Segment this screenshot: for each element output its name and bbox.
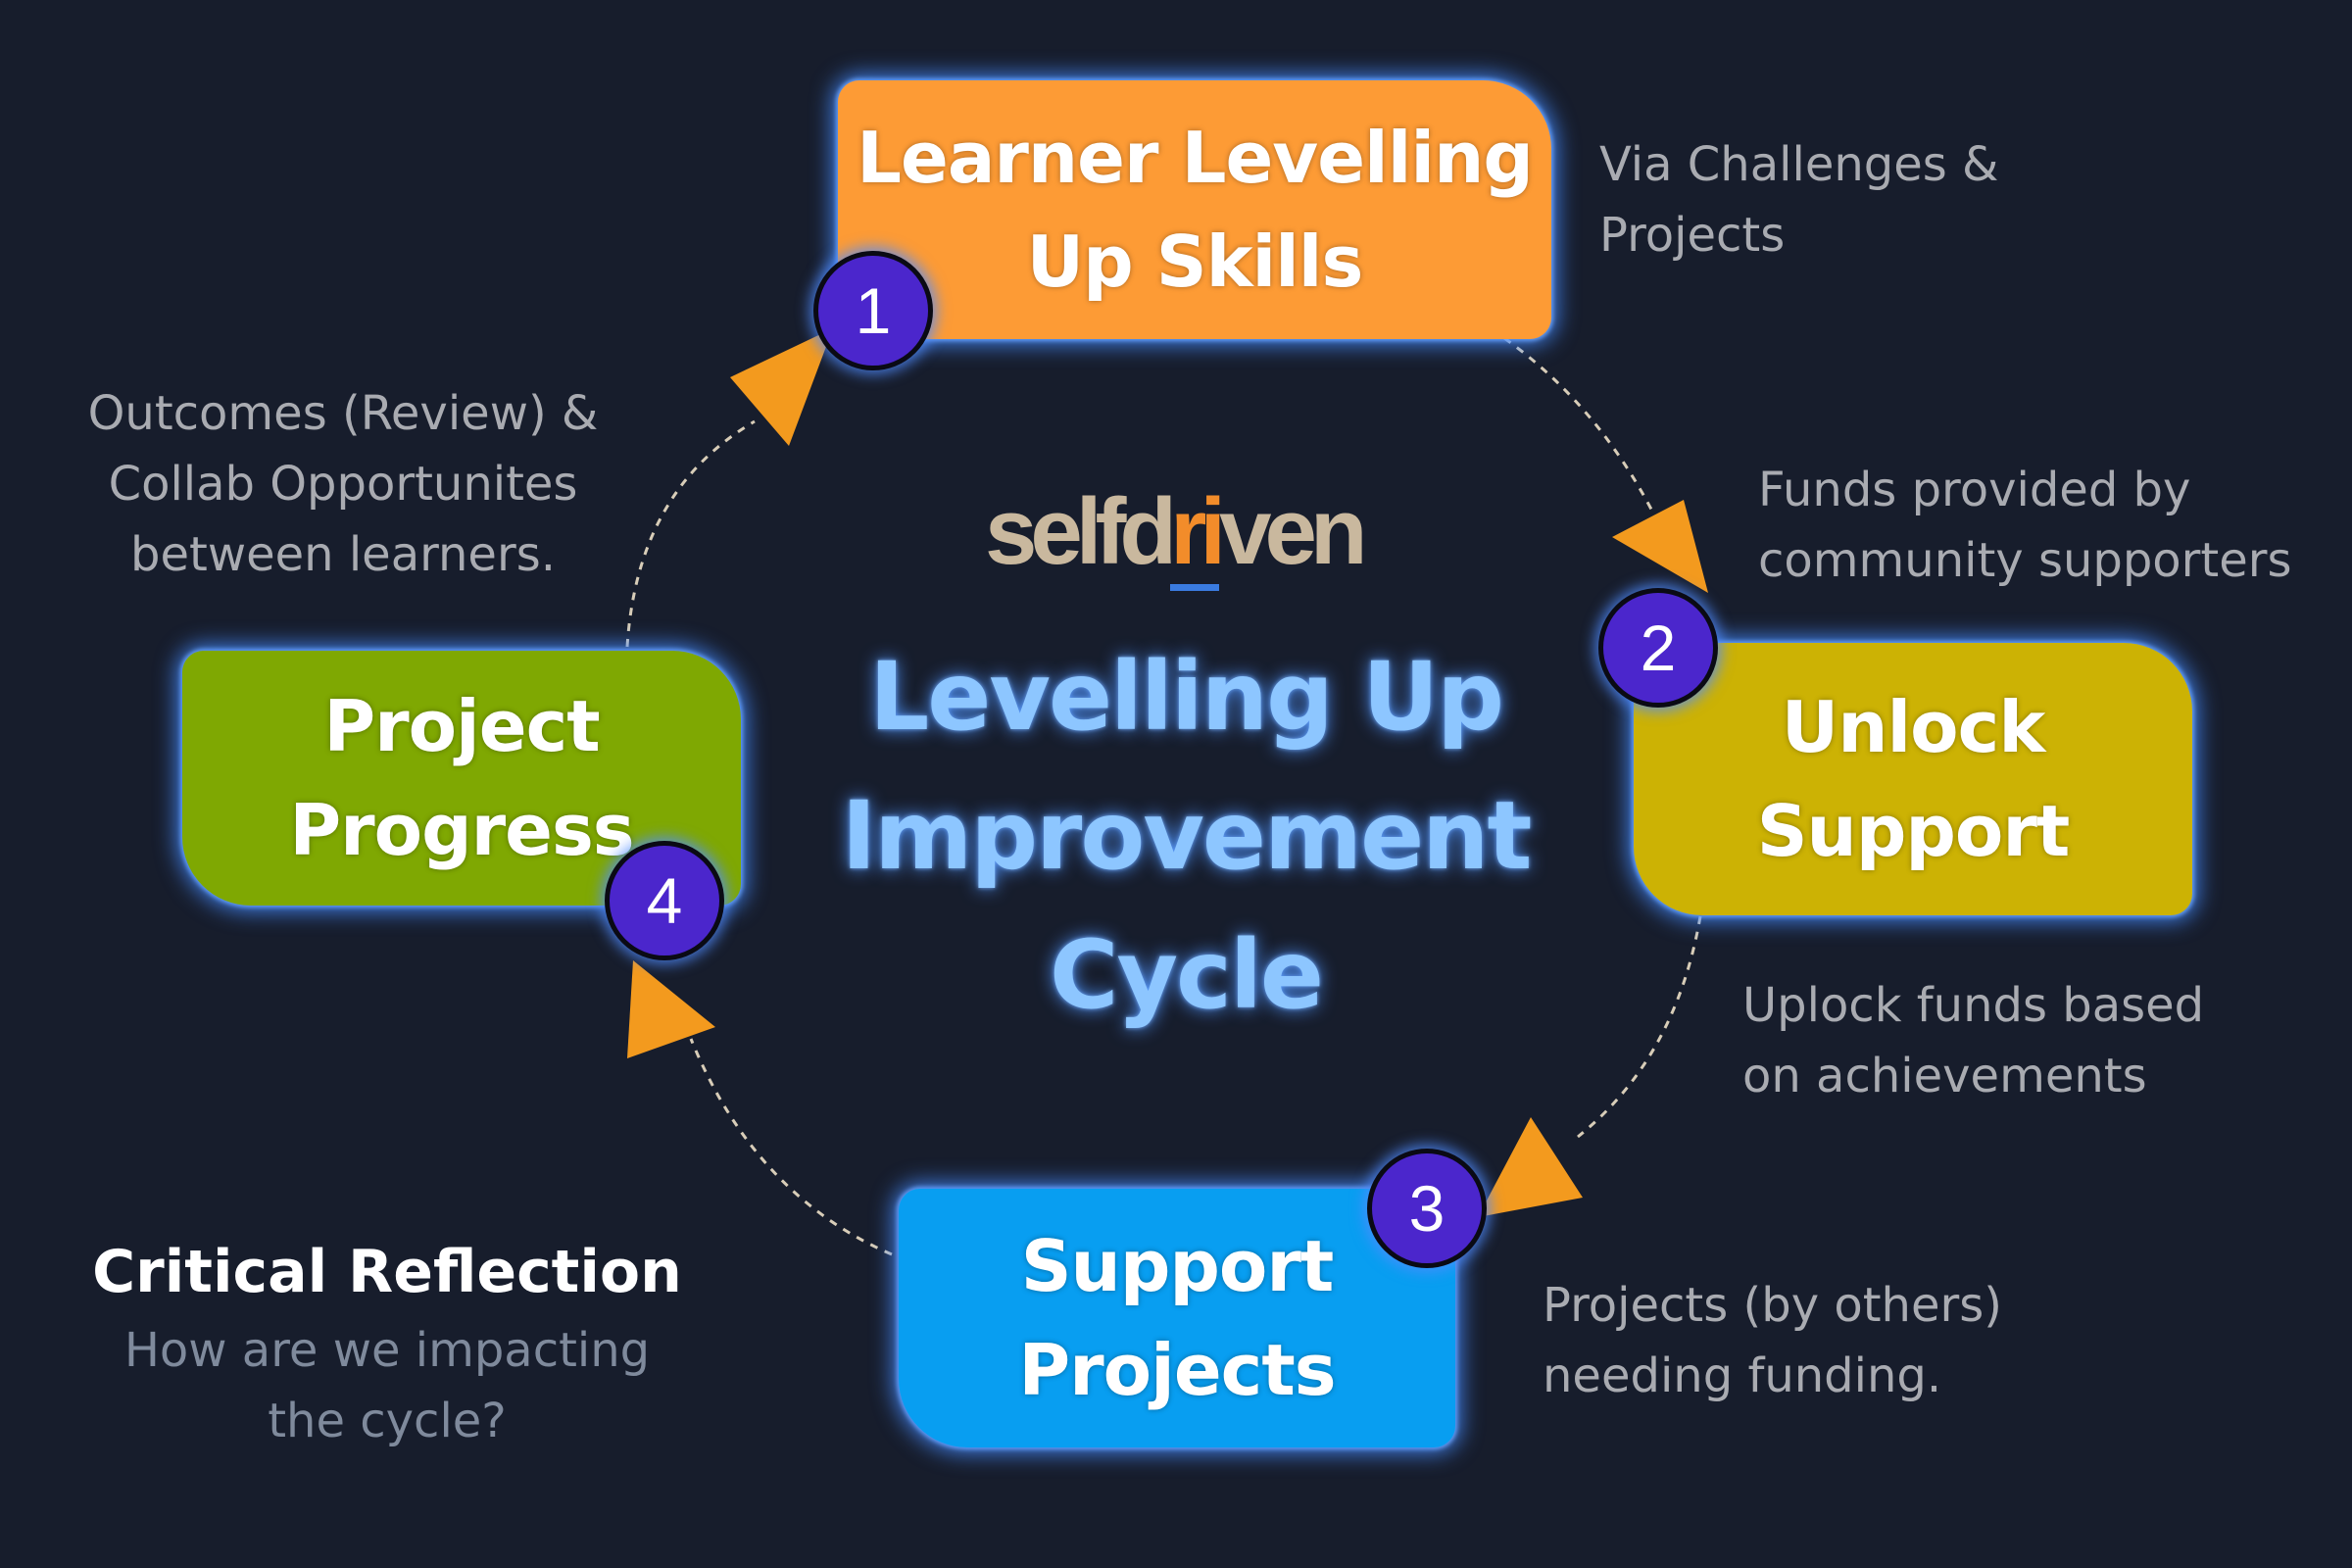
connector-1-2	[1503, 336, 1668, 540]
diagram-title: Levelling Up Improvement Cycle	[841, 642, 1533, 1030]
stage-unlock-support: Unlock Support	[1634, 643, 2192, 915]
stage-4-note: Outcomes (Review) & Collab Opportunites …	[87, 386, 599, 582]
connector-2-3	[1577, 915, 1702, 1139]
arrow-to-stage-1	[730, 328, 833, 446]
stage-2-note: Funds provided by community supporters	[1758, 463, 2292, 588]
stage-4-label: Project Progress	[289, 685, 634, 871]
stage-2-after-note: Uplock funds based on achievements	[1742, 978, 2205, 1103]
arrow-to-stage-4	[627, 960, 715, 1058]
step-4-badge: 4	[605, 841, 724, 960]
reflection-question: How are we impacting the cycle?	[123, 1323, 651, 1448]
stage-1-label: Learner Levelling Up Skills	[857, 117, 1534, 303]
stage-2-label: Unlock Support	[1756, 686, 2071, 872]
reflection-title: Critical Reflection	[92, 1238, 682, 1306]
step-1-badge: 1	[813, 251, 933, 370]
step-2-badge: 2	[1598, 588, 1718, 708]
connector-4-1	[625, 419, 756, 648]
stage-1-note: Via Challenges & Projects	[1599, 137, 1999, 263]
stage-support-projects: Support Projects	[899, 1189, 1455, 1447]
stage-3-label: Support Projects	[1018, 1225, 1336, 1411]
arrow-to-stage-3	[1478, 1117, 1583, 1217]
stage-learner-levelling-up-skills: Learner Levelling Up Skills	[838, 80, 1551, 339]
stage-3-note: Projects (by others) needing funding.	[1543, 1278, 2002, 1403]
selfdriven-logo: selfdriven	[985, 478, 1368, 591]
arrow-to-stage-2	[1612, 500, 1708, 593]
step-3-badge: 3	[1367, 1149, 1487, 1268]
connector-3-4	[689, 1038, 893, 1256]
